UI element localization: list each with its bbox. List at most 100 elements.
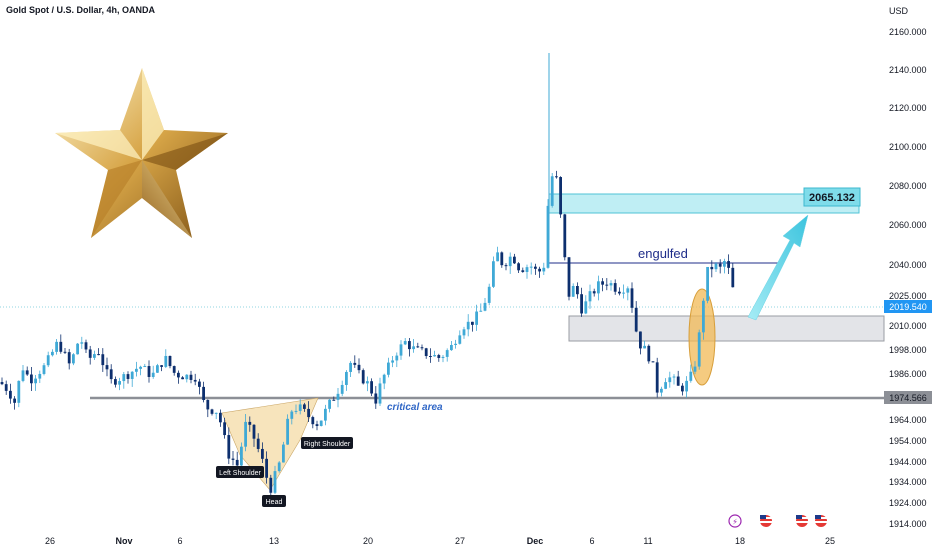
x-tick-label: Dec: [527, 536, 544, 546]
price-axis[interactable]: 2160.000 2140.000 2120.000 2100.000 2080.000…: [889, 27, 927, 529]
candle-body: [681, 385, 684, 392]
candle-body: [571, 286, 575, 297]
candle-body: [72, 354, 75, 364]
candle-body: [660, 388, 663, 393]
candle-body: [25, 370, 29, 375]
candle-body: [34, 378, 37, 384]
candle-body: [63, 351, 67, 353]
candle-body: [193, 379, 197, 382]
svg-text:Left Shoulder: Left Shoulder: [219, 470, 261, 477]
candle-body: [361, 370, 365, 384]
candle-body: [219, 412, 222, 423]
candle-body: [454, 343, 457, 345]
chart-title: Gold Spot / U.S. Dollar, 4h, OANDA: [6, 5, 156, 15]
us-flag-event-icon[interactable]: [796, 515, 808, 527]
candle-body: [445, 350, 449, 357]
candle-body: [0, 382, 4, 385]
candle-body: [265, 458, 268, 478]
y-tick-label: 2025.000: [889, 291, 927, 301]
us-flag-event-icon[interactable]: [815, 515, 827, 527]
event-icons[interactable]: ⚡: [728, 514, 827, 528]
svg-text:Head: Head: [266, 499, 283, 506]
candle-body: [387, 362, 390, 375]
candle-body: [395, 355, 399, 361]
candle-body: [21, 370, 25, 381]
candle-body: [42, 365, 46, 374]
candle-body: [13, 398, 16, 403]
candle-body: [151, 372, 155, 377]
head-tag: Head: [262, 495, 286, 507]
candle-body: [189, 374, 193, 380]
candle-body: [534, 266, 537, 269]
candle-body: [521, 270, 525, 272]
candle-body: [17, 380, 21, 403]
candles: [0, 53, 735, 497]
candle-body: [143, 366, 147, 368]
y-tick-label: 1944.000: [889, 457, 927, 467]
candle-body: [609, 283, 613, 286]
candle-body: [391, 360, 394, 363]
candle-body: [303, 404, 306, 409]
candle-body: [429, 356, 432, 358]
candle-body: [424, 348, 428, 357]
candle-body: [639, 331, 642, 349]
candle-body: [319, 420, 323, 426]
candle-body: [51, 351, 54, 356]
candle-body: [336, 393, 340, 400]
candle-body: [592, 291, 596, 294]
candle-body: [38, 373, 42, 379]
x-tick-label: 11: [643, 536, 652, 546]
candle-body: [286, 418, 289, 445]
y-tick-label: 1934.000: [889, 477, 927, 487]
x-tick-label: 18: [735, 536, 745, 546]
candle-body: [269, 477, 273, 493]
y-tick-label: 1954.000: [889, 436, 927, 446]
candle-body: [345, 371, 348, 385]
candle-body: [550, 176, 554, 206]
y-tick-label: 1998.000: [889, 345, 927, 355]
candle-body: [172, 366, 176, 373]
candle-body: [689, 371, 693, 381]
candle-body: [668, 377, 672, 383]
lightning-event-icon[interactable]: ⚡: [728, 514, 742, 528]
candle-body: [118, 381, 121, 385]
candle-body: [475, 311, 478, 325]
candle-body: [458, 335, 462, 344]
engulf-ellipse: [688, 288, 716, 386]
candle-body: [202, 386, 205, 401]
time-axis[interactable]: 26 Nov 6 13 20 27 Dec 6 11 18 25: [45, 536, 835, 546]
candle-body: [244, 421, 247, 447]
candle-body: [538, 268, 541, 272]
y-tick-label: 2080.000: [889, 181, 927, 191]
candle-body: [525, 267, 529, 272]
candle-body: [261, 448, 264, 459]
candle-body: [559, 177, 562, 215]
candle-body: [67, 352, 71, 364]
candle-body: [672, 376, 676, 378]
x-tick-label: 25: [825, 536, 835, 546]
currency-label[interactable]: USD: [889, 6, 909, 16]
us-flag-event-icon[interactable]: [760, 515, 772, 527]
candle-body: [370, 381, 373, 394]
candle-body: [626, 288, 630, 293]
svg-text:1974.566: 1974.566: [889, 393, 927, 403]
candle-body: [114, 379, 117, 385]
candle-body: [618, 291, 621, 294]
candle-body: [198, 381, 201, 387]
candle-body: [307, 408, 310, 418]
candle-body: [508, 256, 512, 267]
candle-body: [403, 341, 407, 345]
candle-body: [513, 256, 516, 264]
candle-body: [357, 364, 361, 371]
demand-zone: [568, 315, 885, 342]
candle-body: [332, 399, 336, 401]
candle-body: [177, 372, 180, 378]
candle-body: [676, 376, 680, 386]
y-tick-label: 2060.000: [889, 220, 927, 230]
candle-body: [542, 267, 546, 272]
target-arrow: [747, 214, 809, 321]
svg-text:2065.132: 2065.132: [809, 192, 855, 204]
candle-body: [504, 265, 508, 267]
candle-body: [702, 300, 705, 333]
